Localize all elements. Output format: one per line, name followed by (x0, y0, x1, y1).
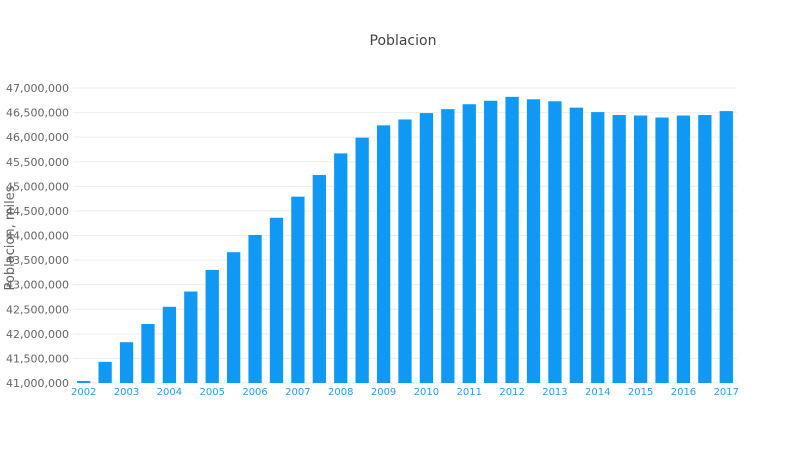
x-tick-label: 2009 (371, 387, 396, 398)
x-tick-label: 2004 (157, 387, 182, 398)
y-tick-label: 46,500,000 (6, 107, 69, 120)
y-tick-label: 41,500,000 (6, 352, 69, 365)
x-tick-label: 2007 (285, 387, 310, 398)
bar (227, 252, 241, 383)
bar (77, 381, 91, 383)
bar (312, 175, 326, 383)
y-tick-label: 43,500,000 (6, 254, 69, 267)
y-tick-label: 43,000,000 (6, 279, 69, 292)
bar (591, 112, 605, 383)
bar (719, 111, 733, 383)
bar (676, 115, 691, 384)
y-tick-label: 41,000,000 (6, 377, 69, 390)
bar (98, 361, 112, 383)
bars (77, 96, 733, 384)
bar (398, 119, 412, 383)
x-tick-label: 2005 (199, 387, 224, 398)
y-tick-label: 47,000,000 (6, 82, 69, 95)
y-axis-label: Poblacion, miles (3, 185, 18, 290)
bar (612, 115, 626, 384)
bar (569, 107, 583, 384)
bar (526, 99, 541, 383)
x-tick-label: 2013 (542, 387, 567, 398)
bar (484, 100, 498, 384)
y-axis-ticks: 41,000,000 41,500,000 42,000,000 42,500,000… (6, 82, 69, 390)
bar (248, 235, 262, 383)
y-tick-label: 44,500,000 (6, 205, 69, 218)
bar (184, 291, 198, 383)
bar (334, 153, 348, 383)
bar (655, 117, 669, 383)
bar (291, 196, 305, 383)
bar (505, 96, 519, 383)
bar (548, 101, 562, 384)
x-axis-ticks: 2002 2003 2004 2005 2006 2007 2008 2009 2010 2011… (71, 387, 739, 398)
bar (698, 115, 712, 384)
bar (141, 324, 155, 383)
x-tick-label: 2010 (414, 387, 439, 398)
y-tick-label: 46,000,000 (6, 131, 69, 144)
x-tick-label: 2008 (328, 387, 353, 398)
bar (269, 217, 284, 383)
y-tick-label: 42,500,000 (6, 303, 69, 316)
x-tick-label: 2015 (628, 387, 653, 398)
bar (419, 113, 434, 383)
bar (376, 125, 391, 383)
bar (462, 104, 476, 383)
chart-title: Poblacion (370, 33, 437, 49)
bar (205, 269, 219, 383)
bar (633, 115, 648, 384)
bar (441, 109, 455, 384)
y-tick-label: 45,500,000 (6, 156, 69, 169)
y-tick-label: 45,000,000 (6, 180, 69, 193)
x-tick-label: 2002 (71, 387, 96, 398)
x-tick-label: 2016 (671, 387, 696, 398)
x-tick-label: 2014 (585, 387, 610, 398)
bar (162, 306, 177, 383)
bar (355, 137, 369, 383)
y-tick-label: 44,000,000 (6, 230, 69, 243)
x-tick-label: 2011 (457, 387, 482, 398)
x-tick-label: 2012 (499, 387, 524, 398)
bar (119, 342, 134, 383)
x-tick-label: 2003 (114, 387, 139, 398)
x-tick-label: 2017 (714, 387, 739, 398)
x-tick-label: 2006 (242, 387, 267, 398)
y-tick-label: 42,000,000 (6, 328, 69, 341)
